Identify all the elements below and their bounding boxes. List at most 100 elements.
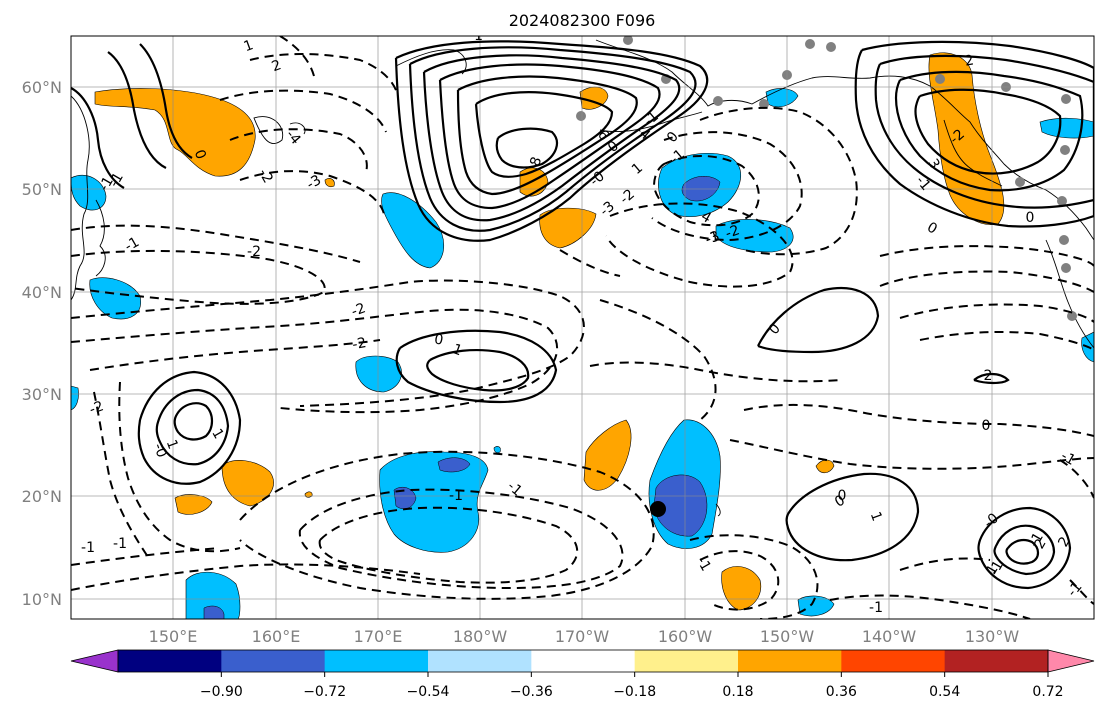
positive-contours — [71, 40, 1094, 590]
contour-label: -1 — [113, 536, 127, 552]
contour-label: -1 — [106, 170, 127, 190]
station-dot — [826, 42, 836, 52]
coastline — [95, 199, 106, 277]
station-dot — [805, 39, 815, 49]
contour-line — [652, 155, 760, 227]
contour-label: -1 — [693, 554, 714, 574]
contour-label: 0 — [433, 331, 445, 348]
lon-label: 160°E — [252, 627, 301, 646]
shade-region — [815, 459, 835, 474]
contour-line — [422, 54, 681, 222]
lat-label: 20°N — [22, 487, 62, 506]
contour-line — [395, 329, 558, 404]
map-panel: 1 2 0 -1 -2 -3 -4 4 6 8 2 3 -2 0 -2 1 -1… — [71, 36, 1094, 619]
coastline — [71, 95, 90, 301]
colorbar-tick-label: 0.54 — [929, 684, 960, 700]
contour-line — [854, 40, 1094, 228]
shade-region — [379, 451, 489, 553]
lon-label: 130°W — [965, 627, 1020, 646]
contour-label: -1 — [96, 174, 117, 194]
contour-line — [456, 75, 638, 196]
contour-line — [71, 308, 559, 414]
station-dot — [1015, 177, 1025, 187]
contour-line — [318, 506, 579, 584]
contour-line — [71, 547, 221, 566]
contour-line — [743, 403, 1094, 437]
lon-label: 150°W — [760, 627, 815, 646]
contour-line — [394, 40, 709, 242]
shade-region — [355, 355, 402, 393]
colorbar-segment — [634, 650, 739, 672]
lon-label: 140°W — [862, 627, 917, 646]
station-dot — [576, 111, 586, 121]
coastline — [599, 111, 703, 133]
contour-label: -2 — [349, 300, 368, 320]
station-dot — [1061, 94, 1071, 104]
contour-label: 0 — [982, 418, 991, 434]
contour-line — [589, 361, 841, 383]
colorbar-tick-label: −0.36 — [510, 684, 553, 700]
contour-line — [973, 372, 1010, 385]
contour-line — [559, 249, 621, 277]
colorbar-over-arrow — [1047, 649, 1095, 673]
station-dot — [1059, 235, 1069, 245]
storm-center-marker — [650, 501, 666, 517]
contour-line — [155, 388, 230, 466]
shade-region — [94, 88, 256, 177]
shade-region — [221, 460, 274, 507]
station-dot — [935, 74, 945, 84]
contour-line — [894, 70, 1084, 192]
colorbar-segment — [221, 650, 326, 672]
latitude-axis: 60°N 50°N 40°N 30°N 20°N 10°N — [22, 78, 62, 609]
shade-region — [493, 446, 501, 454]
contour-line — [474, 91, 614, 178]
contour-label: -1 — [1026, 530, 1047, 550]
contour-line — [1059, 459, 1094, 499]
contour-label: -1 — [449, 488, 463, 504]
contour-line — [89, 339, 381, 371]
contour-line — [879, 270, 1094, 293]
contour-label: -2 — [247, 244, 261, 260]
colorbar-tick-label: −0.72 — [303, 684, 346, 700]
contour-line — [599, 299, 717, 421]
contour-label: -2 — [351, 335, 368, 353]
lon-label: 150°E — [149, 627, 198, 646]
contour-line — [977, 506, 1072, 590]
station-dot — [1057, 196, 1067, 206]
lon-label: 170°W — [555, 627, 610, 646]
map-frame — [70, 35, 1095, 620]
contour-line — [699, 106, 858, 256]
shade-core — [437, 457, 471, 473]
shade-core — [393, 487, 417, 509]
contour-line — [71, 87, 125, 189]
contour-line — [426, 348, 530, 392]
lon-label: 180°W — [453, 627, 508, 646]
contour-line — [495, 127, 559, 169]
station-dot — [1061, 263, 1071, 273]
contour-line — [919, 331, 1094, 351]
contour-line — [139, 43, 193, 159]
station-dot — [713, 96, 723, 106]
contour-line — [689, 534, 819, 619]
contour-label: 2 — [964, 52, 976, 69]
colorbar-tick-label: −0.18 — [613, 684, 656, 700]
contour-line — [993, 524, 1056, 576]
lat-label: 30°N — [22, 385, 62, 404]
contour-line — [93, 391, 151, 561]
contour-label: -1 — [1058, 448, 1078, 469]
contour-line — [899, 303, 1094, 323]
contour-line — [71, 279, 585, 407]
shade-core — [653, 474, 708, 537]
shade-region — [797, 595, 835, 617]
colorbar-segment — [738, 650, 842, 672]
contour-line — [239, 450, 655, 600]
contour-label: -1 — [81, 540, 95, 556]
colorbar-tick-label: 0.18 — [722, 684, 753, 700]
contour-line — [651, 131, 803, 242]
lat-label: 40°N — [22, 283, 62, 302]
figure-title: 2024082300 F096 — [509, 11, 656, 30]
contour-line — [408, 46, 697, 232]
contour-line — [829, 594, 1031, 619]
shade-region — [583, 419, 632, 491]
contour-label: 2 — [984, 368, 993, 384]
